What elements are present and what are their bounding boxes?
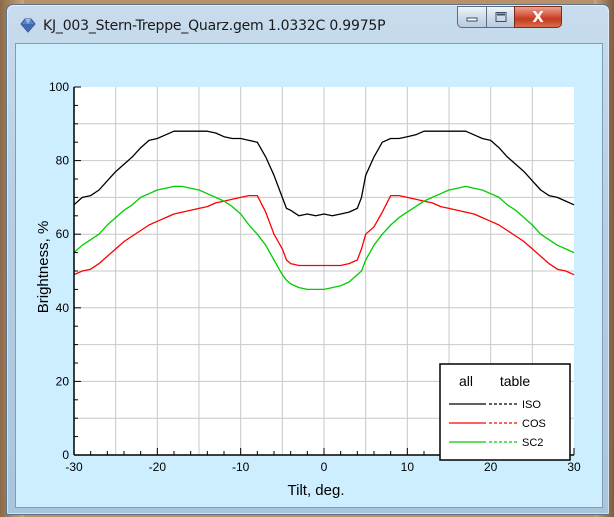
series-layer: [73, 130, 575, 291]
series-line-cos: [73, 194, 575, 276]
app-gem-icon: [20, 18, 36, 33]
window-title: KJ_003_Stern-Treppe_Quarz.gem 1.0332C 0.…: [43, 18, 386, 34]
y-axis-label: Brightness, %: [35, 221, 52, 314]
x-tick-label: -10: [232, 460, 250, 474]
legend-header-table: table: [500, 373, 531, 389]
x-tick-label: 30: [567, 460, 581, 474]
chart-window: KJ_003_Stern-Treppe_Quarz.gem 1.0332C 0.…: [6, 4, 610, 515]
minimize-icon: [466, 17, 478, 22]
minimize-button[interactable]: [457, 6, 487, 28]
y-tick-label: 0: [62, 448, 69, 462]
legend-label-cos: COS: [522, 418, 546, 430]
x-tick-label: 10: [401, 460, 415, 474]
x-axis-label: Tilt, deg.: [288, 482, 345, 499]
close-icon: X: [532, 8, 544, 26]
legend-label-iso: ISO: [522, 399, 541, 411]
y-tick-label: 80: [56, 154, 70, 168]
y-tick-label: 20: [56, 374, 70, 388]
legend-box: [439, 363, 571, 461]
series-line-iso: [73, 130, 575, 217]
y-tick-label: 100: [49, 80, 69, 94]
legend: all table ISO COS SC2: [439, 363, 571, 461]
close-button[interactable]: X: [514, 6, 562, 28]
title-bar[interactable]: KJ_003_Stern-Treppe_Quarz.gem 1.0332C 0.…: [7, 5, 609, 43]
x-tick-label: 0: [321, 460, 328, 474]
maximize-icon: [495, 12, 506, 22]
legend-label-sc2: SC2: [522, 437, 543, 449]
x-tick-label: 20: [484, 460, 498, 474]
x-tick-label: -30: [65, 460, 83, 474]
legend-header-all: all: [459, 373, 473, 389]
y-tick-label: 60: [56, 227, 70, 241]
series-line-sc2: [73, 185, 575, 291]
x-tick-label: -20: [149, 460, 167, 474]
maximize-button[interactable]: [486, 6, 515, 28]
chart-client-area: -30 -20 -10 0 10 20 30 0 20 40 60 80 100 Tilt, deg. …: [15, 43, 603, 508]
y-tick-label: 40: [56, 301, 70, 315]
